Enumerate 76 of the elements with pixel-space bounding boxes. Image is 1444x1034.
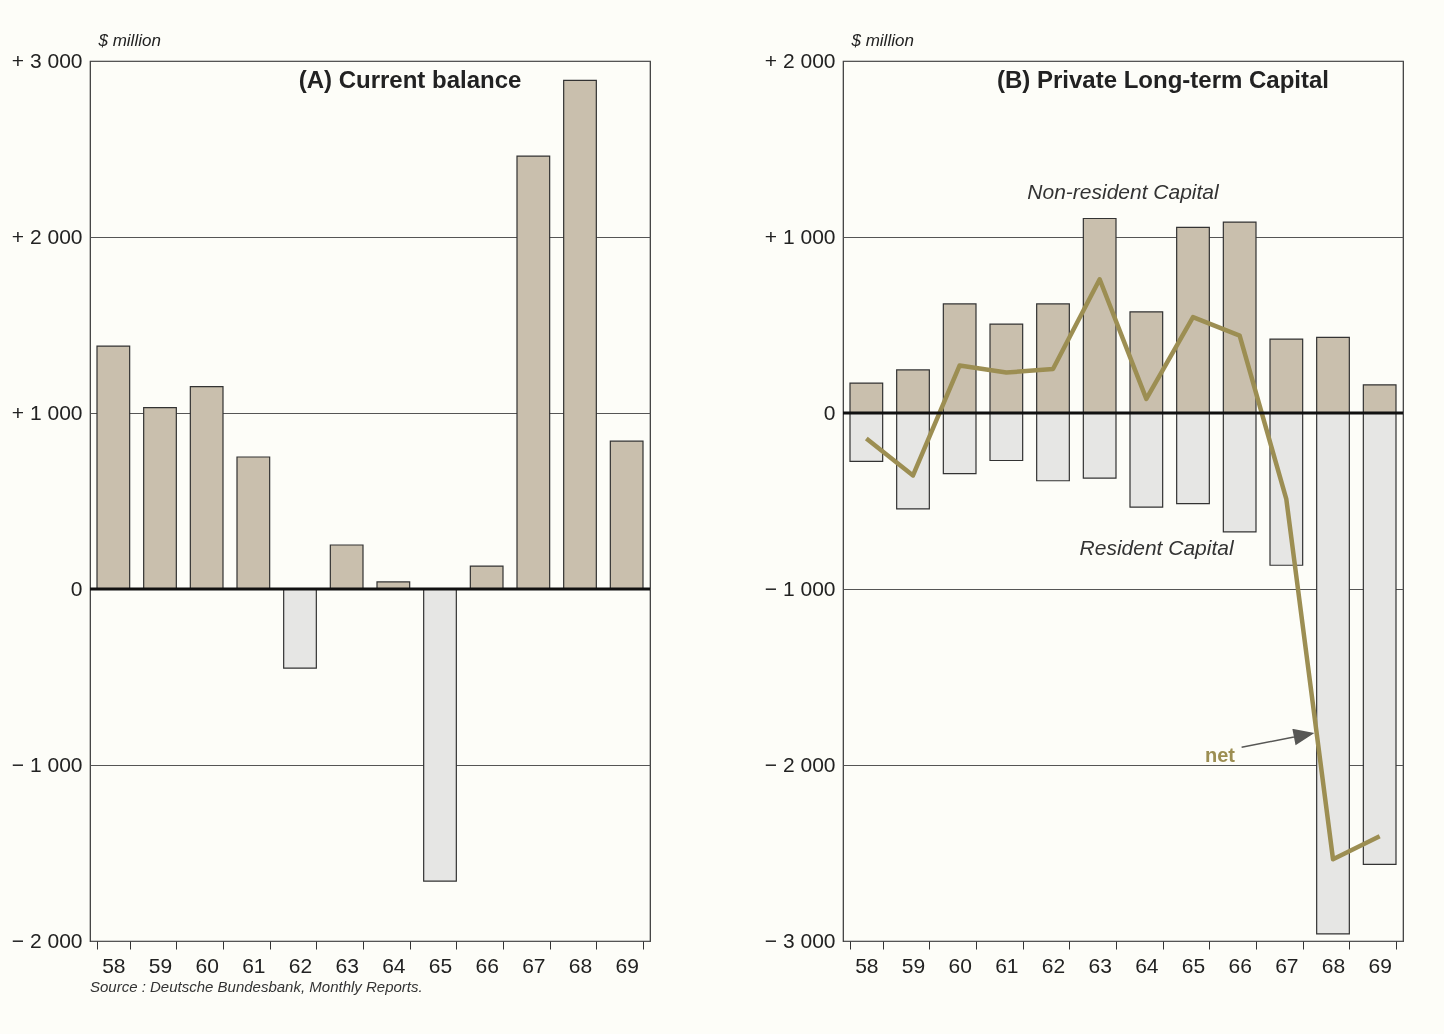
bar [423, 588, 457, 882]
x-tick-label: 69 [615, 953, 639, 977]
y-tick-label: 0 [70, 576, 83, 600]
chart-title: (B) Private Long-term Capital [996, 66, 1330, 93]
bar [143, 407, 177, 590]
x-tick-label: 60 [195, 953, 219, 977]
bar [989, 323, 1024, 414]
source-note: Source : Deutsche Bundesbank, Monthly Reports. [90, 978, 423, 995]
bar [236, 456, 271, 590]
text: net [1205, 744, 1236, 767]
x-tick-label: 59 [901, 953, 926, 977]
series-label: Non-resident Capital [1027, 180, 1221, 203]
bar [942, 412, 977, 475]
bar [516, 155, 551, 590]
bar [989, 412, 1024, 462]
x-tick-label: 66 [1228, 953, 1252, 977]
bar [1176, 226, 1210, 414]
x-tick-label: 65 [428, 953, 453, 977]
bar [1222, 412, 1257, 533]
chart-title: (A) Current balance [298, 66, 522, 93]
x-tick-label: 67 [522, 953, 546, 977]
y-tick-label: − 1 000 [764, 576, 836, 600]
x-tick-label: 62 [288, 953, 313, 977]
x-tick-label: 68 [568, 953, 593, 977]
bar [329, 544, 364, 590]
x-tick-label: 61 [995, 953, 1019, 977]
y-tick-label: − 3 000 [764, 928, 836, 952]
y-tick-label: + 2 000 [11, 224, 83, 248]
series-label: Resident Capital [1079, 536, 1235, 560]
bar [1362, 384, 1397, 414]
x-tick-label: 64 [382, 953, 406, 977]
bar [1129, 412, 1164, 508]
bar [1082, 217, 1117, 414]
x-tick-label: 67 [1275, 953, 1299, 977]
y-tick-label: − 2 000 [11, 928, 83, 952]
x-tick-label: 63 [335, 953, 359, 977]
bar [469, 565, 504, 590]
line-series [864, 276, 1382, 862]
bar [1269, 338, 1304, 414]
y-tick-label: + 2 000 [764, 48, 836, 72]
y-axis-title: $ million [97, 30, 161, 50]
x-tick-label: 69 [1368, 953, 1392, 977]
bar [1176, 412, 1210, 505]
bar [849, 382, 884, 414]
bar [609, 440, 644, 590]
x-tick-label: 68 [1321, 953, 1346, 977]
y-axis-title: $ million [850, 30, 914, 50]
bar [1082, 412, 1117, 479]
x-tick-label: 66 [475, 953, 499, 977]
x-tick-label: 60 [948, 953, 972, 977]
bar [1036, 412, 1070, 482]
x-tick-label: 64 [1135, 953, 1159, 977]
x-tick-label: 63 [1088, 953, 1112, 977]
bar [942, 303, 977, 414]
bar [189, 386, 224, 590]
y-tick-label: − 2 000 [764, 752, 836, 776]
bar [1362, 412, 1397, 866]
bar [96, 345, 131, 590]
x-tick-label: 62 [1041, 953, 1066, 977]
y-tick-label: + 3 000 [11, 48, 83, 72]
y-tick-label: 0 [823, 400, 836, 424]
x-tick-label: 58 [102, 953, 126, 977]
bar [896, 369, 930, 414]
y-tick-label: − 1 000 [11, 752, 83, 776]
y-tick-label: + 1 000 [764, 224, 836, 248]
y-tick-label: + 1 000 [11, 400, 83, 424]
bar [1222, 221, 1257, 414]
bar [283, 588, 317, 669]
bar [1036, 303, 1070, 414]
bar [1316, 336, 1350, 414]
x-tick-label: 59 [148, 953, 173, 977]
x-tick-label: 61 [242, 953, 266, 977]
bar [563, 79, 597, 590]
x-tick-label: 58 [855, 953, 879, 977]
bar [1316, 412, 1350, 935]
x-tick-label: 65 [1181, 953, 1206, 977]
